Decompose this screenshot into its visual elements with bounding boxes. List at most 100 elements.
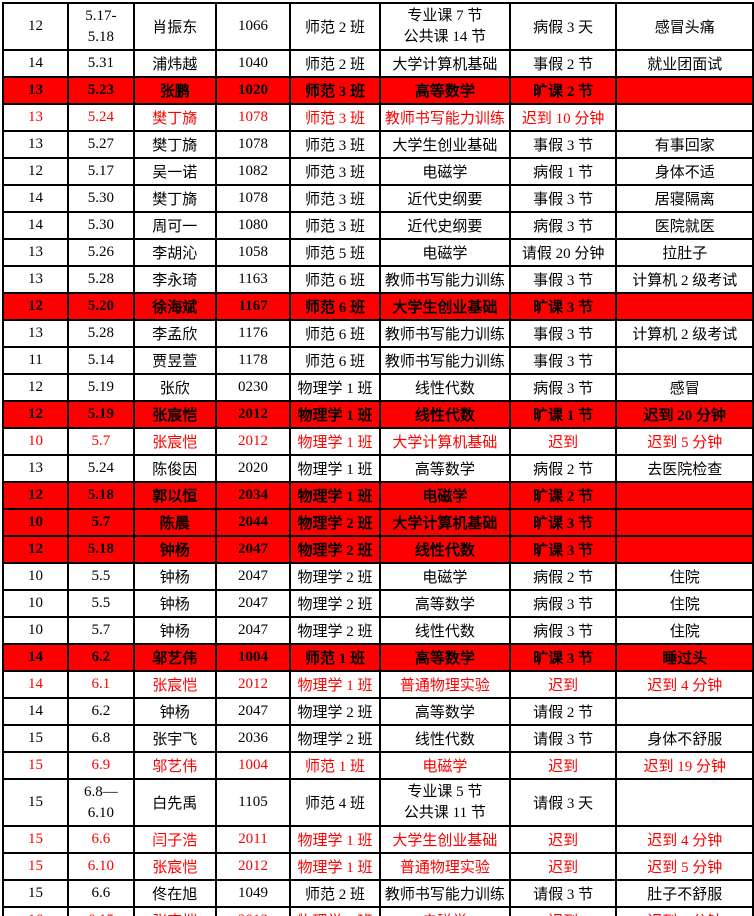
cell-student-id[interactable]: 2012	[214, 670, 292, 699]
cell-absence-type[interactable]: 旷课 1 节	[508, 400, 618, 429]
cell-date[interactable]: 5.28	[67, 265, 135, 294]
cell-week[interactable]: 15	[1, 879, 70, 908]
cell-week[interactable]: 14	[1, 697, 70, 726]
cell-reason[interactable]: 住院	[615, 562, 754, 591]
cell-name[interactable]: 张欣	[132, 373, 217, 402]
cell-date[interactable]: 5.5	[67, 589, 135, 618]
cell-name[interactable]: 张宸恺	[132, 906, 217, 916]
cell-week[interactable]: 10	[1, 616, 70, 645]
cell-absence-type[interactable]: 请假 20 分钟	[508, 238, 618, 267]
cell-reason[interactable]: 感冒	[615, 373, 754, 402]
cell-week[interactable]: 15	[1, 778, 70, 827]
cell-class[interactable]: 物理学 2 班	[289, 562, 381, 591]
cell-name[interactable]: 张宸恺	[132, 400, 217, 429]
cell-date[interactable]: 5.30	[67, 184, 135, 213]
cell-student-id[interactable]: 2034	[214, 481, 292, 510]
cell-student-id[interactable]: 1058	[214, 238, 292, 267]
cell-date[interactable]: 6.10	[67, 852, 135, 881]
cell-name[interactable]: 佟在旭	[132, 879, 217, 908]
cell-course[interactable]: 电磁学	[378, 481, 511, 510]
cell-week[interactable]: 13	[1, 238, 70, 267]
cell-student-id[interactable]: 0230	[214, 373, 292, 402]
cell-course[interactable]: 电磁学	[378, 906, 511, 916]
cell-week[interactable]: 13	[1, 76, 70, 105]
cell-course[interactable]: 线性代数	[378, 400, 511, 429]
cell-reason[interactable]	[615, 103, 754, 132]
cell-absence-type[interactable]: 旷课 2 节	[508, 481, 618, 510]
cell-reason[interactable]: 就业团面试	[615, 49, 754, 78]
cell-class[interactable]: 师范 6 班	[289, 319, 381, 348]
cell-absence-type[interactable]: 旷课 3 节	[508, 643, 618, 672]
cell-reason[interactable]: 睡过头	[615, 643, 754, 672]
cell-date[interactable]: 5.30	[67, 211, 135, 240]
cell-week[interactable]: 13	[1, 319, 70, 348]
cell-reason[interactable]: 身体不适	[615, 157, 754, 186]
cell-date[interactable]: 6.6	[67, 825, 135, 854]
cell-week[interactable]: 14	[1, 184, 70, 213]
cell-student-id[interactable]: 2020	[214, 454, 292, 483]
cell-absence-type[interactable]: 事假 3 节	[508, 184, 618, 213]
cell-absence-type[interactable]: 事假 3 节	[508, 346, 618, 375]
cell-reason[interactable]: 居寝隔离	[615, 184, 754, 213]
cell-date[interactable]: 5.19	[67, 400, 135, 429]
cell-week[interactable]: 12	[1, 157, 70, 186]
cell-student-id[interactable]: 1040	[214, 49, 292, 78]
cell-week[interactable]: 14	[1, 643, 70, 672]
cell-name[interactable]: 周可一	[132, 211, 217, 240]
cell-date[interactable]: 5.5	[67, 562, 135, 591]
cell-course[interactable]: 教师书写能力训练	[378, 103, 511, 132]
cell-date[interactable]: 5.18	[67, 535, 135, 564]
cell-reason[interactable]: 迟到 4 分钟	[615, 670, 754, 699]
cell-class[interactable]: 物理学 2 班	[289, 589, 381, 618]
cell-reason[interactable]: 有事回家	[615, 130, 754, 159]
cell-absence-type[interactable]: 迟到 10 分钟	[508, 103, 618, 132]
cell-reason[interactable]	[615, 346, 754, 375]
cell-student-id[interactable]: 1078	[214, 184, 292, 213]
cell-date[interactable]: 6.8— 6.10	[67, 778, 135, 827]
cell-name[interactable]: 张宸恺	[132, 852, 217, 881]
cell-date[interactable]: 6.8	[67, 724, 135, 753]
cell-class[interactable]: 物理学 1 班	[289, 400, 381, 429]
cell-student-id[interactable]: 1178	[214, 346, 292, 375]
cell-week[interactable]: 12	[1, 535, 70, 564]
cell-course[interactable]: 线性代数	[378, 724, 511, 753]
cell-week[interactable]: 15	[1, 825, 70, 854]
cell-student-id[interactable]: 1078	[214, 103, 292, 132]
cell-reason[interactable]	[615, 481, 754, 510]
cell-absence-type[interactable]: 迟到	[508, 427, 618, 456]
cell-name[interactable]: 白先禹	[132, 778, 217, 827]
cell-absence-type[interactable]: 迟到	[508, 751, 618, 780]
cell-reason[interactable]: 医院就医	[615, 211, 754, 240]
cell-reason[interactable]	[615, 535, 754, 564]
cell-absence-type[interactable]: 病假 3 节	[508, 589, 618, 618]
cell-name[interactable]: 陈晨	[132, 508, 217, 537]
cell-class[interactable]: 师范 6 班	[289, 292, 381, 321]
cell-week[interactable]: 10	[1, 562, 70, 591]
cell-absence-type[interactable]: 请假 3 节	[508, 879, 618, 908]
cell-course[interactable]: 近代史纲要	[378, 211, 511, 240]
cell-student-id[interactable]: 1176	[214, 319, 292, 348]
cell-week[interactable]: 15	[1, 724, 70, 753]
cell-class[interactable]: 师范 2 班	[289, 2, 381, 51]
cell-date[interactable]: 5.14	[67, 346, 135, 375]
cell-absence-type[interactable]: 事假 3 节	[508, 130, 618, 159]
cell-name[interactable]: 张鹏	[132, 76, 217, 105]
cell-date[interactable]: 5.20	[67, 292, 135, 321]
cell-reason[interactable]: 感冒头痛	[615, 2, 754, 51]
cell-class[interactable]: 物理学 1 班	[289, 454, 381, 483]
cell-class[interactable]: 物理学 1 班	[289, 852, 381, 881]
cell-student-id[interactable]: 2012	[214, 852, 292, 881]
cell-student-id[interactable]: 1082	[214, 157, 292, 186]
cell-reason[interactable]: 迟到 9 分钟	[615, 906, 754, 916]
cell-absence-type[interactable]: 旷课 3 节	[508, 535, 618, 564]
cell-class[interactable]: 物理学 2 班	[289, 697, 381, 726]
cell-class[interactable]: 师范 2 班	[289, 879, 381, 908]
cell-course[interactable]: 大学生创业基础	[378, 130, 511, 159]
cell-course[interactable]: 近代史纲要	[378, 184, 511, 213]
cell-course[interactable]: 大学计算机基础	[378, 49, 511, 78]
cell-week[interactable]: 14	[1, 670, 70, 699]
cell-date[interactable]: 5.19	[67, 373, 135, 402]
cell-student-id[interactable]: 2011	[214, 825, 292, 854]
cell-course[interactable]: 教师书写能力训练	[378, 319, 511, 348]
cell-course[interactable]: 专业课 7 节公共课 14 节	[378, 2, 511, 51]
